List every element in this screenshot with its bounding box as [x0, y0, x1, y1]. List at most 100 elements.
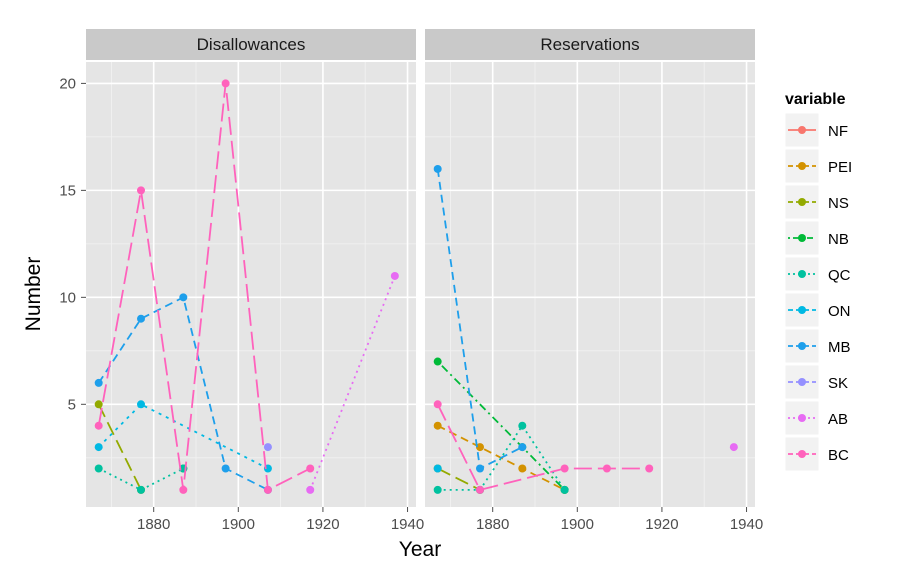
panel-disallowances: Disallowances: [86, 29, 416, 507]
series-mb-disallowances: [94, 293, 272, 494]
x-tick-label: 1920: [306, 516, 339, 533]
series-line: [437, 467, 481, 491]
legend-item-pei: PEI: [784, 148, 852, 184]
legend-item-bc: BC: [784, 436, 849, 472]
legend-item-sk: SK: [784, 364, 848, 400]
legend-item-qc: QC: [784, 256, 851, 292]
legend-label: NB: [828, 231, 849, 248]
legend-key-point: [798, 234, 806, 242]
legend: variable NF PEI NS NB QC ON MB SK AB BC: [784, 91, 852, 472]
data-point: [729, 443, 738, 452]
legend-label: ON: [828, 303, 851, 320]
series-sk-disallowances: [263, 443, 272, 452]
series-line: [309, 275, 396, 491]
data-point: [476, 485, 484, 494]
y-tick-label: 10: [59, 289, 76, 306]
legend-label: AB: [828, 411, 848, 428]
series-line: [98, 403, 269, 470]
x-tick-label: 1920: [645, 516, 678, 533]
series-line: [97, 83, 311, 492]
facet-strip: [425, 29, 755, 60]
legend-label: BC: [828, 447, 849, 464]
legend-label: QC: [828, 267, 851, 284]
data-point: [476, 464, 484, 473]
legend-key-point: [798, 162, 806, 170]
series-line: [437, 424, 566, 491]
legend-label: PEI: [828, 159, 852, 176]
legend-key-point: [798, 378, 806, 386]
series-bc-reservations: [433, 400, 654, 494]
legend-item-ab: AB: [784, 400, 848, 436]
legend-key-point: [798, 450, 806, 458]
legend-item-nf: NF: [784, 112, 848, 148]
data-point: [306, 464, 315, 473]
x-tick-label: 1900: [222, 516, 255, 533]
legend-label: MB: [828, 339, 851, 356]
data-point: [94, 421, 103, 430]
data-point: [137, 314, 145, 323]
series-on-disallowances: [94, 400, 272, 473]
data-point: [306, 485, 315, 494]
x-axis-title: Year: [399, 538, 441, 561]
facet-strip-label: Reservations: [540, 35, 639, 54]
legend-item-ns: NS: [784, 184, 849, 220]
legend-label: NS: [828, 195, 849, 212]
data-point: [137, 400, 145, 409]
x-tick-label: 1880: [476, 516, 509, 533]
x-tick-label: 1940: [391, 516, 424, 533]
series-line: [98, 467, 184, 491]
data-point: [433, 421, 442, 430]
data-point: [433, 485, 442, 494]
legend-label: NF: [828, 123, 848, 140]
legend-key-point: [798, 306, 806, 314]
data-point: [221, 464, 230, 473]
data-point: [94, 464, 103, 473]
panel-reservations: Reservations: [425, 29, 755, 507]
data-point: [433, 464, 442, 473]
y-axis-title: Number: [22, 257, 45, 332]
data-point: [560, 464, 569, 473]
legend-key-point: [798, 414, 806, 422]
series-mb-reservations: [433, 164, 527, 473]
data-point: [263, 485, 272, 494]
plot-background: [425, 62, 755, 507]
facet-strip: [86, 29, 416, 60]
data-point: [433, 400, 442, 409]
legend-key-point: [798, 126, 806, 134]
legend-item-on: ON: [784, 292, 851, 328]
legend-key-point: [798, 342, 806, 350]
data-point: [263, 443, 272, 452]
data-point: [518, 464, 527, 473]
x-tick-label: 1900: [561, 516, 594, 533]
data-point: [390, 271, 399, 280]
y-tick-label: 15: [59, 182, 76, 199]
x-tick-label: 1940: [730, 516, 763, 533]
data-point: [645, 464, 654, 473]
data-point: [137, 186, 145, 195]
plot-background: [86, 62, 416, 507]
legend-title: variable: [785, 91, 846, 108]
legend-item-nb: NB: [784, 220, 849, 256]
data-point: [560, 485, 569, 494]
data-point: [94, 443, 103, 452]
data-point: [179, 485, 188, 494]
legend-label: SK: [828, 375, 848, 392]
data-point: [433, 357, 442, 366]
data-point: [433, 164, 442, 173]
y-tick-label: 20: [59, 75, 76, 92]
series-ab-reservations: [729, 443, 738, 452]
y-tick-label: 5: [68, 396, 76, 413]
data-point: [518, 443, 527, 452]
series-ab-disallowances: [306, 271, 399, 494]
series-on-reservations: [433, 464, 442, 473]
data-point: [179, 293, 188, 302]
data-point: [94, 378, 103, 387]
data-point: [94, 400, 103, 409]
x-tick-label: 1880: [137, 516, 170, 533]
legend-key-point: [798, 198, 806, 206]
series-line: [97, 403, 142, 491]
legend-key-point: [798, 270, 806, 278]
data-point: [476, 443, 484, 452]
